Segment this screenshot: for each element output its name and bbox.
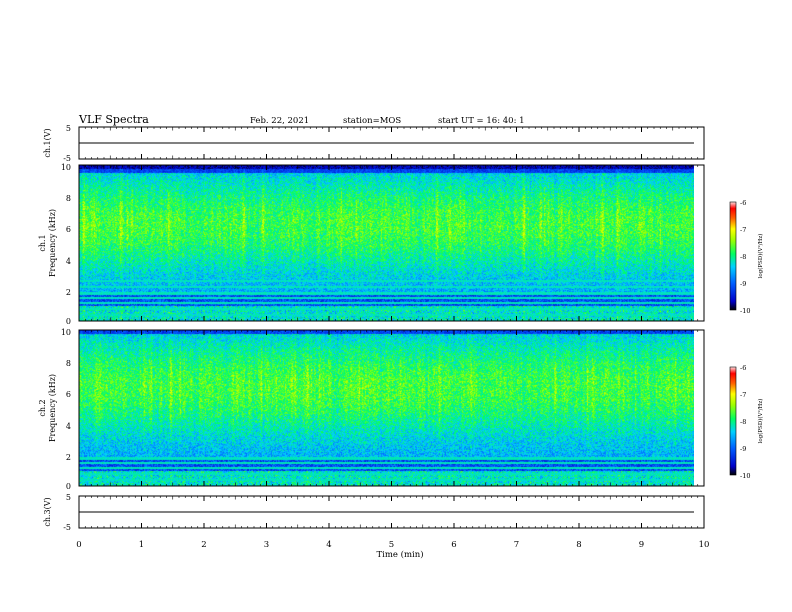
ch1-waveform-panel: 5 -5 ch.1(V)	[43, 124, 705, 163]
x-tick-label: 1	[139, 540, 144, 550]
x-tick-label: 6	[451, 540, 456, 550]
ch1-colorbar-label: log(PSD)(V²/Hz)	[757, 234, 764, 279]
ch1-spec-ytick-10: 10	[61, 163, 71, 172]
ch2-colorbar-tick-m8: -8	[740, 418, 746, 426]
ch2-colorbar-tick-m7: -7	[740, 391, 746, 399]
ch3-x-ticks	[78, 496, 705, 528]
ch1-spec-ytick-0: 0	[66, 317, 71, 326]
x-tick-label: 9	[639, 540, 644, 550]
x-tick-label: 5	[389, 540, 394, 550]
ch1-colorbar: -6 -7 -8 -9 -10 log(PSD)(V²/Hz)	[729, 199, 764, 315]
ch2-spec-ytick-0: 0	[66, 482, 71, 491]
ch1-spectrogram-panel: 10 8 6 4 2 0 ch.1 Frequency (kHz)	[38, 163, 705, 326]
ch3-waveform-ylabel: ch.3(V)	[43, 497, 52, 526]
ch3-waveform-panel: 5 -5 ch.3(V) 0 1 2 3 4 5 6 7 8 9 10 Time (min)	[43, 493, 709, 560]
ch1-spec-ytick-6: 6	[66, 225, 71, 234]
ch2-colorbar-tick-m9: -9	[740, 445, 746, 453]
ch3-ytick-bottom: -5	[63, 523, 71, 532]
ch1-spectrogram-image	[79, 165, 694, 321]
ch2-spec-ylabel: Frequency (kHz)	[48, 374, 57, 442]
ch2-spec-ytick-10: 10	[61, 328, 71, 337]
ch1-colorbar-tick-m7: -7	[740, 226, 746, 234]
ch2-colorbar-label: log(PSD)(V²/Hz)	[757, 399, 764, 444]
ch1-colorbar-tick-m8: -8	[740, 253, 746, 261]
ch2-colorbar-tick-m10: -10	[740, 472, 750, 480]
x-tick-label: 10	[699, 540, 710, 550]
ch1-ytick-bottom: -5	[63, 154, 71, 163]
ch1-colorbar-tick-m6: -6	[740, 199, 746, 207]
figure-title: VLF Spectra	[78, 113, 149, 126]
ch1-spec-ylabel: Frequency (kHz)	[48, 209, 57, 277]
x-tick-label: 2	[201, 540, 206, 550]
start-time-label: start UT = 16: 40: 1	[438, 116, 525, 126]
ch2-spec-ytick-4: 4	[66, 422, 71, 431]
ch1-x-ticks	[78, 127, 705, 159]
ch2-spec-ytick-2: 2	[66, 453, 71, 462]
x-tick-label: 8	[576, 540, 581, 550]
x-tick-label: 4	[326, 540, 331, 550]
ch2-spec-x-ticks	[78, 330, 705, 486]
ch1-spec-ytick-4: 4	[66, 257, 71, 266]
x-tick-label: 7	[514, 540, 519, 550]
x-tick-label: 3	[264, 540, 269, 550]
ch1-spec-ytick-8: 8	[66, 194, 71, 203]
ch1-spec-x-ticks	[78, 165, 705, 321]
x-tick-label: 0	[76, 540, 81, 550]
ch2-spectrogram-image	[79, 330, 694, 486]
ch1-colorbar-tick-m10: -10	[740, 307, 750, 315]
station-label: station=MOS	[343, 116, 401, 126]
time-axis-label: Time (min)	[376, 549, 423, 560]
ch2-spec-ytick-8: 8	[66, 359, 71, 368]
date-label: Feb. 22, 2021	[250, 116, 309, 126]
ch1-colorbar-gradient	[729, 201, 737, 311]
ch2-spec-channel-label: ch.2	[38, 399, 47, 416]
time-axis-tick-labels: 0 1 2 3 4 5 6 7 8 9 10	[76, 540, 709, 550]
ch2-colorbar-tick-m6: -6	[740, 364, 746, 372]
ch1-ytick-top: 5	[66, 124, 71, 133]
ch1-spec-channel-label: ch.1	[38, 234, 47, 251]
ch1-colorbar-tick-m9: -9	[740, 280, 746, 288]
ch2-spec-ytick-6: 6	[66, 390, 71, 399]
ch1-waveform-ylabel: ch.1(V)	[43, 128, 52, 157]
ch3-ytick-top: 5	[66, 493, 71, 502]
ch2-colorbar: -6 -7 -8 -9 -10 log(PSD)(V²/Hz)	[729, 364, 764, 480]
ch2-spectrogram-panel: 10 8 6 4 2 0 ch.2 Frequency (kHz)	[38, 328, 705, 491]
ch2-colorbar-gradient	[729, 366, 737, 476]
ch1-spec-ytick-2: 2	[66, 288, 71, 297]
